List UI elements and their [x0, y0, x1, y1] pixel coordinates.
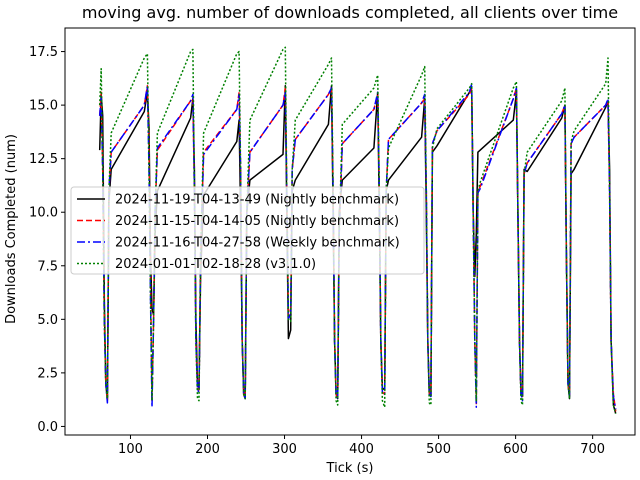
legend-label-2: 2024-11-15-T04-14-05 (Nightly benchmark) [115, 214, 399, 229]
x-tick-label: 100 [118, 442, 143, 457]
legend-label-4: 2024-01-01-T02-18-28 (v3.1.0) [115, 257, 316, 272]
chart-title: moving avg. number of downloads complete… [82, 3, 618, 22]
y-tick-label: 12.5 [29, 152, 58, 167]
y-tick-label: 2.5 [37, 366, 58, 381]
x-tick-label: 500 [426, 442, 451, 457]
y-tick-label: 10.0 [29, 206, 58, 221]
axes-layer: 100 200 300 400 500 600 700 0.0 2.5 5.0 7.5 10.0 12.… [29, 27, 636, 457]
x-axis-label: Tick (s) [326, 461, 374, 476]
x-tick-label: 300 [272, 442, 297, 457]
x-tick-label: 700 [580, 442, 605, 457]
y-tick-label: 17.5 [29, 45, 58, 60]
legend: 2024-11-19-T04-13-49 (Nightly benchmark)… [70, 186, 425, 275]
x-tick-label: 400 [349, 442, 374, 457]
y-tick-label: 15.0 [29, 99, 58, 114]
legend-label-1: 2024-11-19-T04-13-49 (Nightly benchmark) [115, 193, 399, 208]
y-tick-label: 0.0 [37, 420, 58, 435]
x-tick-label: 200 [195, 442, 220, 457]
plot-frame [64, 27, 636, 436]
y-tick-label: 7.5 [37, 259, 58, 274]
y-tick-label: 5.0 [37, 313, 58, 328]
y-axis-label: Downloads Completed (num) [4, 134, 19, 324]
legend-box [70, 186, 425, 275]
legend-label-3: 2024-11-16-T04-27-58 (Weekly benchmark) [115, 236, 400, 251]
x-tick-label: 600 [503, 442, 528, 457]
